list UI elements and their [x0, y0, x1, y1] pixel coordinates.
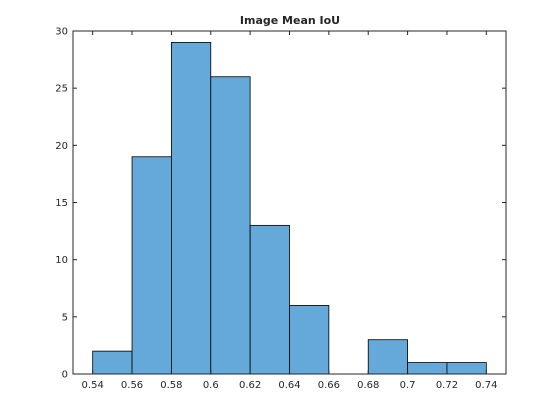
x-tick-label: 0.56	[121, 380, 143, 391]
x-tick-label: 0.6	[203, 380, 219, 391]
bar	[446, 362, 487, 375]
y-tick-label: 20	[55, 141, 68, 152]
x-tick-label: 0.62	[239, 380, 261, 391]
y-tick-label: 15	[55, 198, 68, 209]
y-tick-label: 10	[55, 255, 68, 266]
bar	[92, 350, 133, 375]
y-tick-label: 30	[55, 27, 68, 38]
x-tick-label: 0.64	[278, 380, 300, 391]
bar	[171, 42, 212, 375]
y-tick-label: 5	[62, 312, 68, 323]
y-tick-label: 0	[62, 370, 68, 381]
x-tick-label: 0.72	[436, 380, 458, 391]
bar	[367, 339, 408, 375]
chart-title: Image Mean IoU	[240, 14, 340, 27]
x-tick-label: 0.54	[82, 380, 104, 391]
bar	[289, 304, 330, 375]
y-tick-label: 25	[55, 84, 68, 95]
x-tick-label: 0.7	[400, 380, 416, 391]
bar	[210, 76, 251, 375]
bar	[249, 224, 290, 375]
bar	[407, 362, 448, 375]
x-tick-label: 0.74	[475, 380, 497, 391]
x-tick-label: 0.68	[357, 380, 379, 391]
x-tick-label: 0.66	[318, 380, 340, 391]
x-tick-label: 0.58	[160, 380, 182, 391]
bar	[131, 156, 172, 375]
